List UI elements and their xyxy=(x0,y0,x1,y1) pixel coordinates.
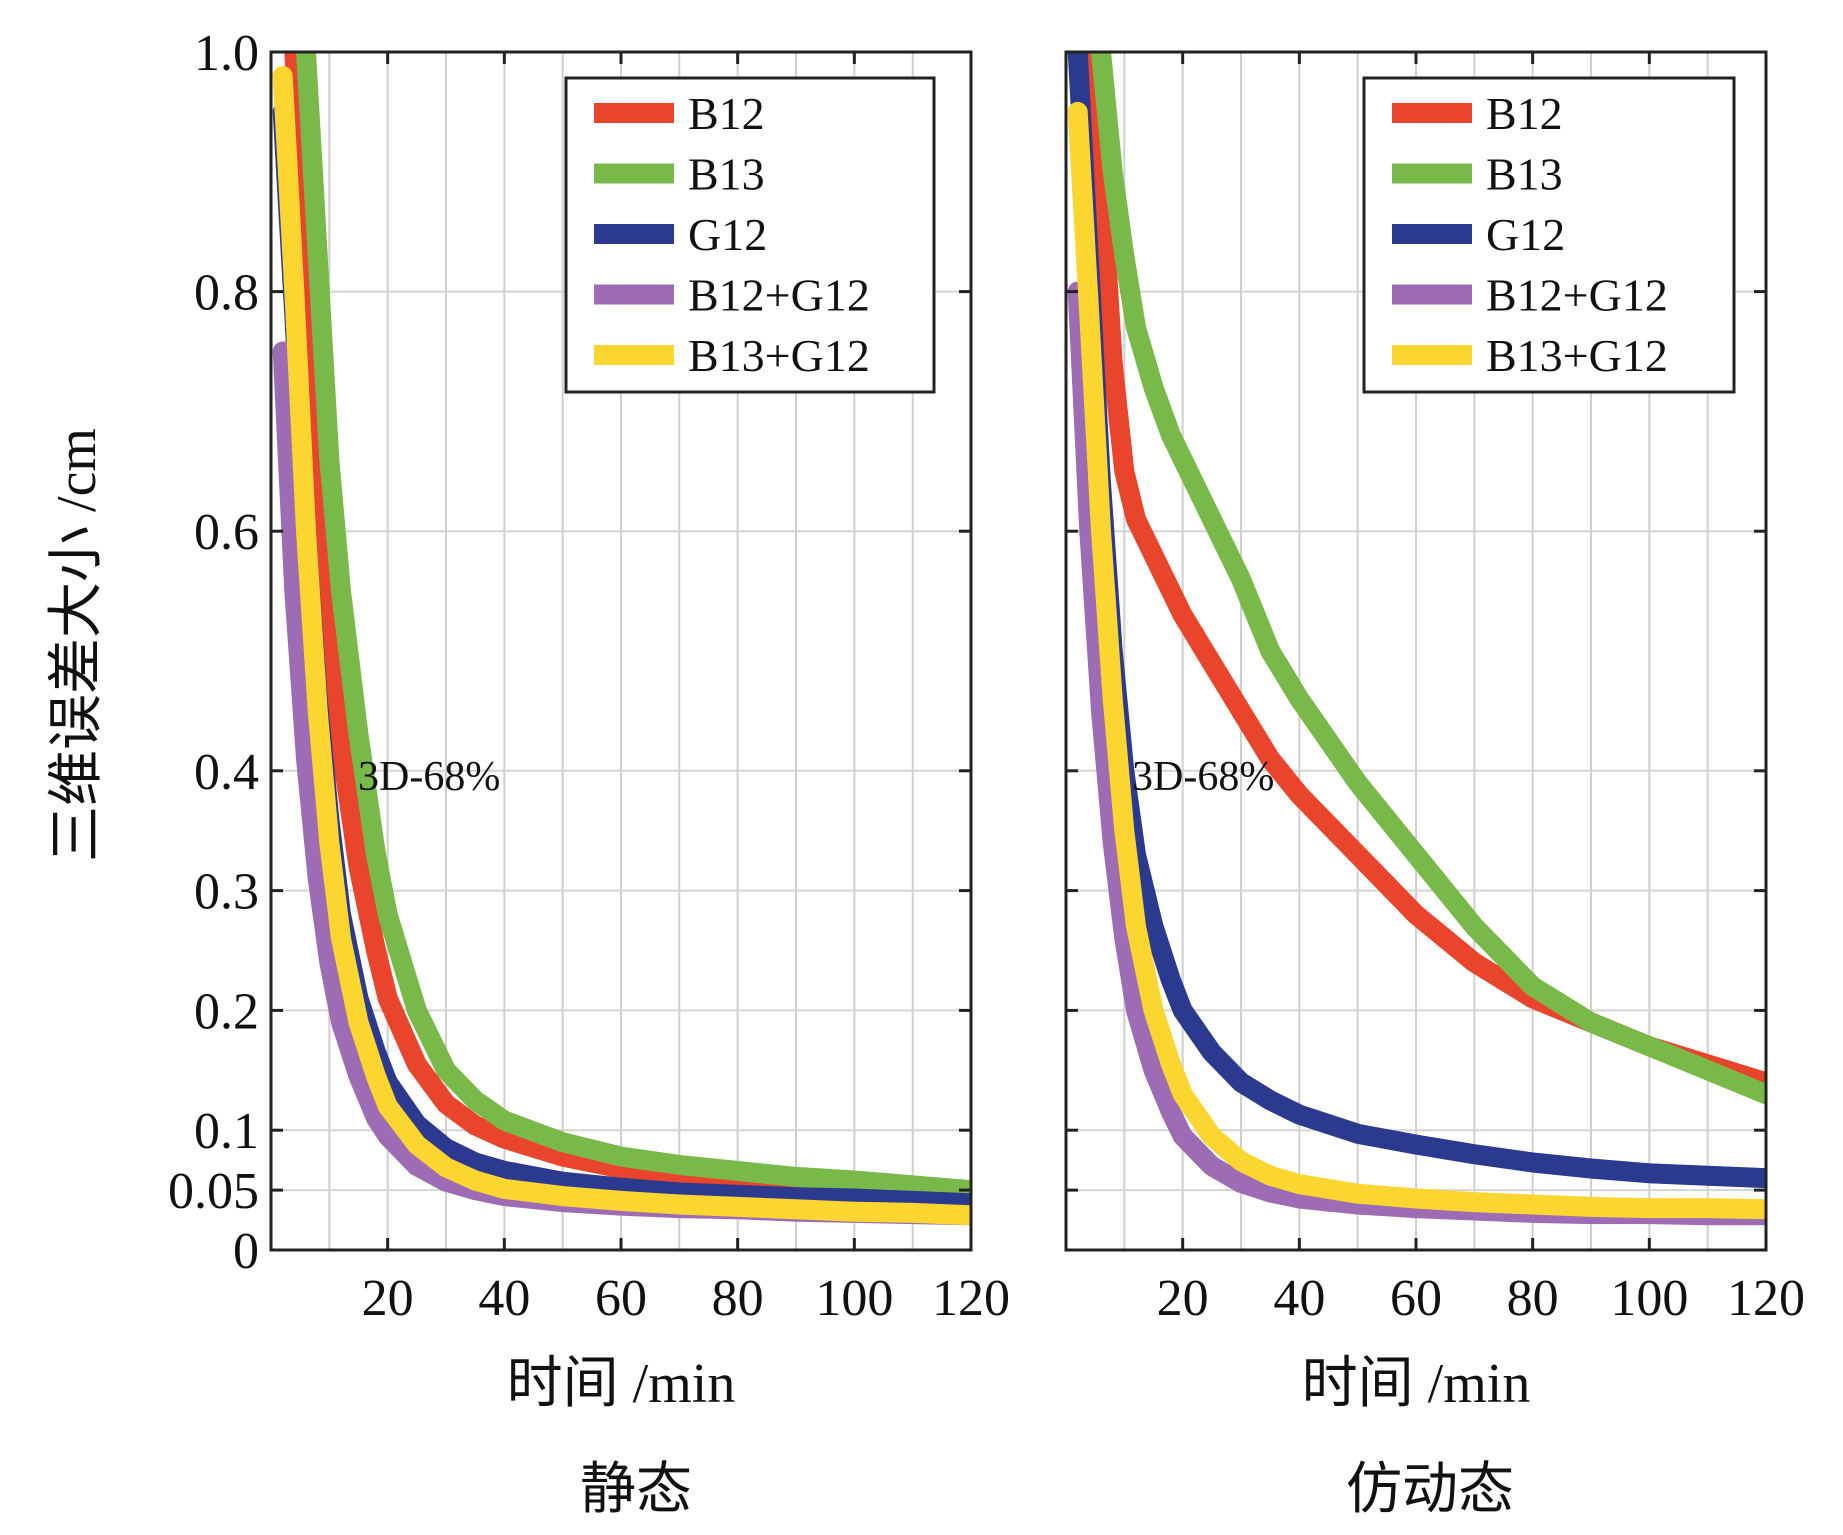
legend: B12 B13 G12 B12+G12 B13+G12 xyxy=(564,76,936,394)
legend-label: B13 xyxy=(1486,149,1563,200)
series-line-b13-g12 xyxy=(1067,101,1766,1220)
series-group xyxy=(1067,52,1766,1226)
x-tick-label: 60 xyxy=(1390,1270,1442,1327)
legend-label: B12 xyxy=(1486,88,1563,139)
legend-label: B13+G12 xyxy=(688,330,870,381)
legend-label: G12 xyxy=(1486,209,1565,260)
x-tick-label: 100 xyxy=(1610,1270,1688,1327)
x-tick-label: 20 xyxy=(362,1270,414,1327)
x-axis-title: 时间 /min xyxy=(507,1353,736,1415)
series-line-b13 xyxy=(1090,52,1766,1105)
x-tick-label: 80 xyxy=(712,1270,764,1327)
x-tick-label: 40 xyxy=(478,1270,530,1327)
panel-caption: 静态 xyxy=(580,1459,692,1521)
legend-label: B12 xyxy=(688,88,765,139)
x-tick-label: 120 xyxy=(1727,1270,1805,1327)
legend-label: B12+G12 xyxy=(1486,270,1668,321)
y-tick-label: 0.6 xyxy=(194,504,259,561)
x-tick-label: 40 xyxy=(1273,1270,1325,1327)
annotation-label: 3D-68% xyxy=(358,754,500,800)
legend-label: B13+G12 xyxy=(1486,330,1668,381)
y-tick-label: 0 xyxy=(233,1223,259,1280)
x-axis-title: 时间 /min xyxy=(1302,1353,1531,1415)
y-tick-label: 1.0 xyxy=(194,25,259,82)
series-line-b13 xyxy=(295,52,971,1201)
annotation-label: 3D-68% xyxy=(1132,754,1274,800)
y-tick-label: 0.1 xyxy=(194,1103,259,1160)
legend-label: B12+G12 xyxy=(688,270,870,321)
chart-panel-left: 00.050.1 0.2 0.3 0.4 0.6 0.8 1.0 20 40 60 80 100 120… xyxy=(168,25,1010,1521)
series-group xyxy=(272,52,971,1226)
y-tick-label: 0.2 xyxy=(194,983,259,1040)
x-tick-label: 20 xyxy=(1157,1270,1209,1327)
x-tick-label: 60 xyxy=(595,1270,647,1327)
x-tick-label: 120 xyxy=(932,1270,1010,1327)
y-tick-label: 0.3 xyxy=(194,864,259,921)
panel-caption: 仿动态 xyxy=(1346,1459,1514,1521)
y-tick-label: 0.8 xyxy=(194,265,259,322)
legend: B12 B13 G12 B12+G12 B13+G12 xyxy=(1362,76,1736,394)
y-axis-title: 三维误差大小 /cm xyxy=(46,428,108,862)
x-tick-label: 80 xyxy=(1507,1270,1559,1327)
series-line-b13-g12 xyxy=(272,66,971,1226)
x-tick-label: 100 xyxy=(815,1270,893,1327)
legend-label: G12 xyxy=(688,209,767,260)
y-tick-label: 0.4 xyxy=(194,744,259,801)
legend-label: B13 xyxy=(688,149,765,200)
y-tick-label: 0.05 xyxy=(168,1163,259,1220)
